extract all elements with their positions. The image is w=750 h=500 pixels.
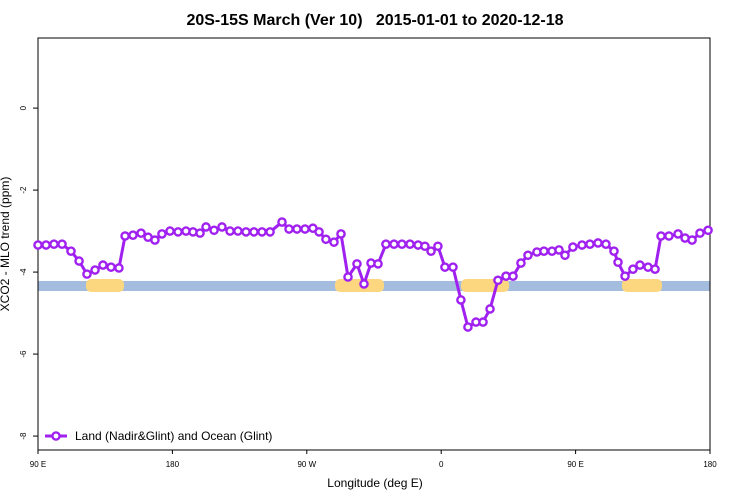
land-band: [622, 279, 662, 292]
point: [257, 227, 267, 237]
point: [300, 224, 310, 234]
point: [656, 231, 666, 241]
point: [448, 262, 458, 272]
point: [136, 228, 146, 238]
point: [609, 246, 619, 256]
point: [539, 246, 549, 256]
point: [225, 226, 235, 236]
point: [128, 230, 138, 240]
point: [277, 217, 287, 227]
point: [664, 231, 674, 241]
point: [195, 228, 205, 238]
land-band: [86, 279, 124, 292]
point: [241, 227, 251, 237]
point: [343, 272, 353, 282]
point: [613, 257, 623, 268]
point: [440, 262, 450, 272]
point: [233, 226, 243, 236]
point: [426, 246, 436, 256]
point: [673, 229, 683, 239]
y-tick-label: -8: [19, 432, 28, 440]
point: [635, 260, 645, 270]
point: [478, 317, 488, 327]
point: [157, 229, 167, 239]
chart-title: 20S-15S March (Ver 10) 2015-01-01 to 202…: [186, 12, 563, 29]
point: [150, 235, 160, 245]
point: [628, 264, 638, 275]
point: [585, 239, 595, 250]
y-tick-label: 0: [19, 105, 28, 110]
point: [577, 240, 587, 250]
point: [373, 259, 383, 269]
y-tick-label: -2: [19, 186, 28, 194]
point: [420, 241, 430, 252]
point: [201, 222, 211, 232]
x-tick-label: 90 W: [297, 460, 316, 469]
x-tick-label: 180: [703, 460, 717, 469]
point: [329, 237, 339, 247]
point: [389, 239, 399, 250]
point: [41, 240, 51, 250]
point: [114, 263, 124, 273]
point: [523, 250, 533, 261]
point: [456, 295, 466, 305]
point: [98, 260, 108, 270]
point: [336, 229, 346, 239]
point: [173, 227, 183, 237]
point: [249, 227, 259, 237]
point: [508, 271, 518, 281]
point: [314, 227, 324, 237]
x-axis-label: Longitude (deg E): [327, 476, 422, 490]
point: [650, 264, 660, 275]
x-tick-label: 90 E: [567, 460, 583, 469]
point: [568, 242, 578, 252]
point: [433, 241, 443, 252]
y-tick-label: -4: [19, 268, 28, 276]
legend-marker: [51, 431, 61, 441]
point: [120, 231, 130, 241]
point: [695, 228, 705, 238]
point: [485, 304, 495, 314]
point: [593, 238, 603, 248]
x-tick-label: 90 E: [30, 460, 46, 469]
point: [57, 239, 67, 250]
point: [703, 225, 713, 236]
point: [397, 239, 407, 250]
point: [352, 259, 362, 269]
point: [292, 224, 302, 234]
point: [217, 222, 227, 232]
point: [284, 224, 294, 234]
x-tick-label: 0: [439, 460, 444, 469]
point: [49, 239, 59, 250]
x-tick-label: 180: [166, 460, 180, 469]
point: [74, 256, 84, 266]
point: [405, 239, 415, 250]
y-axis-label: XCO2 - MLO trend (ppm): [0, 177, 12, 312]
point: [554, 245, 564, 255]
point: [463, 322, 473, 332]
series-line: [38, 220, 709, 329]
legend-label: Land (Nadir&Glint) and Ocean (Glint): [75, 429, 272, 443]
surface-band: [38, 279, 710, 292]
point: [106, 262, 116, 272]
point: [209, 225, 219, 236]
point: [33, 240, 43, 250]
point: [265, 227, 275, 237]
y-tick-label: -6: [19, 350, 28, 358]
point: [687, 235, 697, 245]
point: [601, 239, 611, 250]
point: [560, 250, 570, 261]
point: [381, 239, 391, 250]
point: [82, 269, 92, 279]
point: [493, 275, 503, 286]
point: [90, 265, 100, 275]
point: [165, 226, 175, 236]
point: [66, 246, 76, 256]
point: [321, 234, 331, 245]
point: [620, 271, 630, 281]
point: [516, 258, 526, 268]
point: [359, 279, 369, 289]
